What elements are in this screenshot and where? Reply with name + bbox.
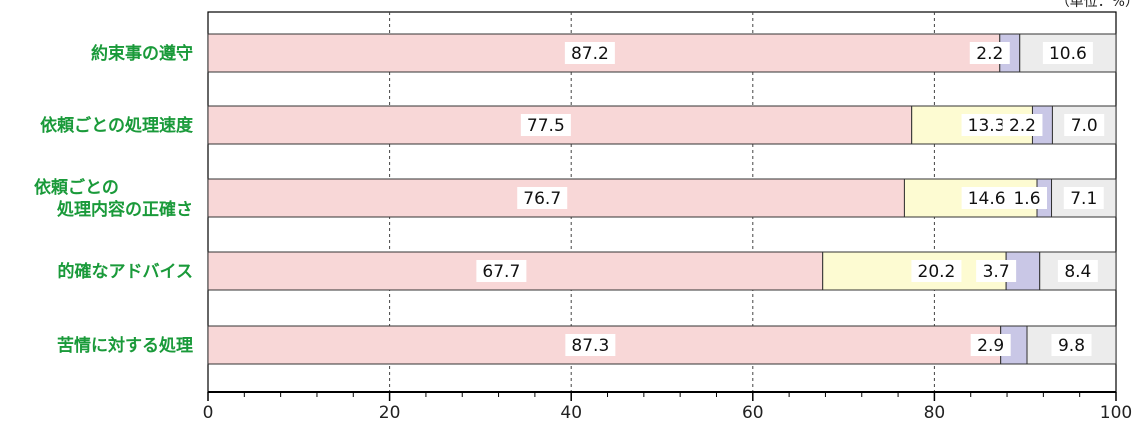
x-tick-label: 40 (560, 403, 582, 423)
x-tick-label: 0 (203, 403, 214, 423)
value-label: 67.7 (482, 262, 520, 282)
x-axis: 0 20 40 60 80 100 (203, 392, 1133, 423)
value-label: 7.0 (1071, 116, 1098, 136)
value-label: 2.2 (976, 44, 1003, 64)
category-label: 的確なアドバイス (58, 261, 194, 282)
category-label: 依頼ごとの処理速度 (40, 115, 194, 136)
value-label: 7.1 (1070, 189, 1097, 209)
x-tick-label: 100 (1100, 403, 1132, 423)
value-label: 20.2 (918, 262, 956, 282)
category-label: 約束事の遵守 (91, 43, 193, 64)
value-label: 10.6 (1049, 44, 1087, 64)
category-labels-layer: 約束事の遵守依頼ごとの処理速度依頼ごとの処理内容の正確さ的確なアドバイス苦情に対… (34, 43, 194, 356)
value-label: 8.4 (1064, 262, 1091, 282)
value-label: 14.6 (968, 189, 1006, 209)
unit-note: （単位：%） (1056, 0, 1139, 10)
category-label: 処理内容の正確さ (56, 199, 193, 220)
value-label: 76.7 (523, 189, 561, 209)
value-label: 2.9 (977, 336, 1004, 356)
value-label: 9.8 (1058, 336, 1085, 356)
value-label: 87.2 (571, 44, 609, 64)
value-label: 13.3 (968, 116, 1006, 136)
value-label: 2.2 (1009, 116, 1036, 136)
value-label: 87.3 (571, 336, 609, 356)
category-label: 依頼ごとの (34, 177, 119, 198)
value-label: 3.7 (983, 262, 1010, 282)
x-tick-label: 20 (379, 403, 401, 423)
x-tick-label: 80 (924, 403, 946, 423)
x-tick-label: 60 (742, 403, 764, 423)
value-label: 77.5 (527, 116, 565, 136)
category-label: 苦情に対する処理 (57, 335, 193, 356)
value-label: 1.6 (1013, 189, 1040, 209)
